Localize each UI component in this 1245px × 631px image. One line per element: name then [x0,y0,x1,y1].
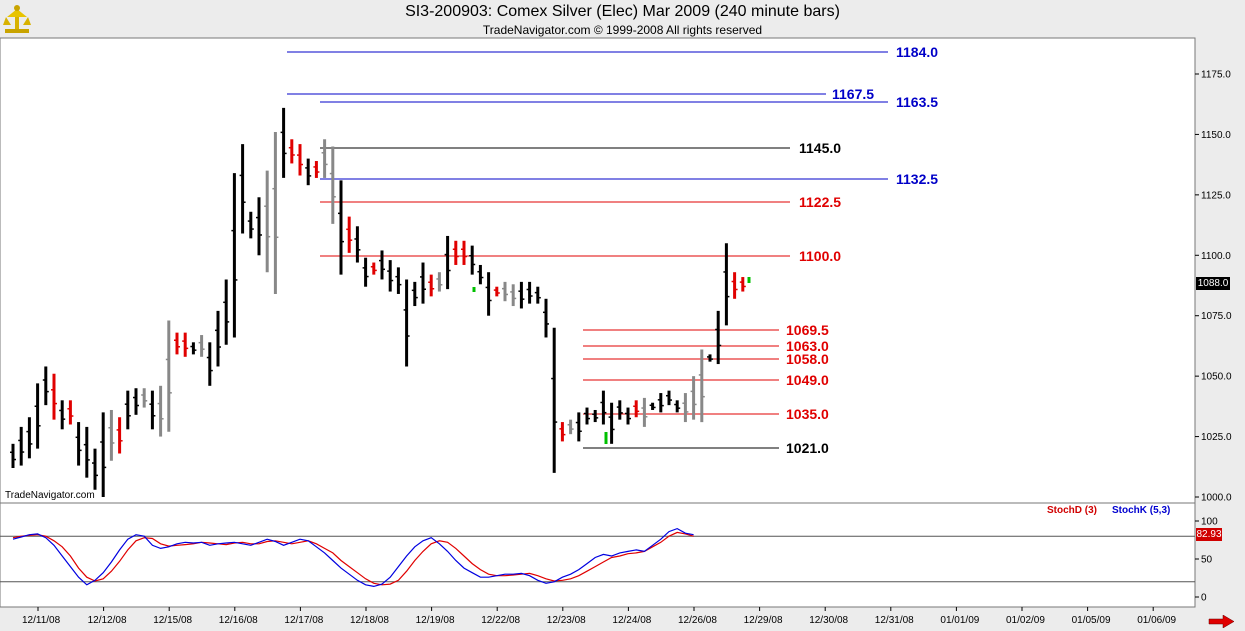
date-tick-label: 12/19/08 [416,615,455,626]
trade-navigator-logo-icon [3,5,31,33]
scroll-right-arrow-icon[interactable] [1207,615,1235,628]
stoch-reference-lines [0,535,1195,583]
stoch-tick-label: 50 [1201,555,1213,566]
price-tick-label: 1000.0 [1201,493,1232,504]
price-levels: 1184.0 1167.5 1163.5 1145.0 1132.5 1122.5 1100… [287,44,938,456]
date-tick-label: 12/18/08 [350,615,389,626]
price-tick-label: 1100.0 [1201,251,1231,262]
level-label: 1184.0 [896,44,938,60]
chart-subtitle: TradeNavigator.com © 1999-2008 All right… [482,23,763,37]
level-label: 1049.0 [786,372,829,388]
price-axis: 1000.0 1025.0 1050.0 1075.0 1100.0 1125.0 1150… [1195,70,1232,504]
watermark: TradeNavigator.com [5,490,95,501]
date-axis: 12/11/08 12/12/08 12/15/08 12/16/08 12/17/08… [22,607,1177,626]
price-tick-label: 1025.0 [1201,432,1232,443]
price-tick-label: 1125.0 [1201,190,1231,201]
date-tick-label: 12/26/08 [678,615,717,626]
stoch-series-line [12,527,694,588]
price-panel [0,37,1196,504]
price-tick-label: 1150.0 [1201,130,1231,141]
stoch-axis: 0 50 100 [1195,517,1218,604]
stoch-panel [0,502,1196,608]
level-label: 1145.0 [799,140,841,156]
stoch-last-value-label: 82.93 [1196,528,1222,541]
stoch-series-line [12,531,694,586]
legend-stoch-d: StochD (3) [1047,505,1097,516]
stoch-tick-label: 100 [1201,517,1218,528]
legend-stoch-k: StochK (5,3) [1112,505,1171,516]
date-tick-label: 12/11/08 [22,615,61,626]
date-tick-label: 12/12/08 [88,615,127,626]
date-tick-label: 01/02/09 [1006,615,1045,626]
price-tick-label: 1175.0 [1201,70,1231,81]
level-label: 1122.5 [799,194,841,210]
date-tick-label: 12/30/08 [809,615,848,626]
last-price-label: 1088.0 [1196,277,1230,290]
date-tick-label: 12/31/08 [875,615,914,626]
date-tick-label: 12/22/08 [481,615,520,626]
stoch-lines [12,527,694,588]
date-tick-label: 01/01/09 [940,615,979,626]
date-tick-label: 12/17/08 [284,615,323,626]
level-label: 1132.5 [896,171,938,187]
price-tick-label: 1075.0 [1201,311,1232,322]
date-tick-label: 12/15/08 [153,615,192,626]
date-tick-label: 12/29/08 [744,615,783,626]
level-label: 1021.0 [786,440,829,456]
date-tick-label: 01/06/09 [1137,615,1176,626]
price-tick-label: 1050.0 [1201,372,1232,383]
date-tick-label: 12/24/08 [612,615,651,626]
level-label: 1100.0 [799,248,841,264]
date-tick-label: 12/23/08 [547,615,586,626]
level-label: 1058.0 [786,351,829,367]
level-label: 1167.5 [832,86,874,102]
level-label: 1163.5 [896,94,938,110]
level-label: 1063.0 [786,338,829,354]
stoch-tick-label: 0 [1201,593,1207,604]
date-tick-label: 12/16/08 [219,615,258,626]
chart-title: SI3-200903: Comex Silver (Elec) Mar 2009… [405,3,840,20]
level-label: 1035.0 [786,406,829,422]
price-bars [10,107,751,497]
level-label: 1069.5 [786,322,829,338]
date-tick-label: 01/05/09 [1072,615,1111,626]
